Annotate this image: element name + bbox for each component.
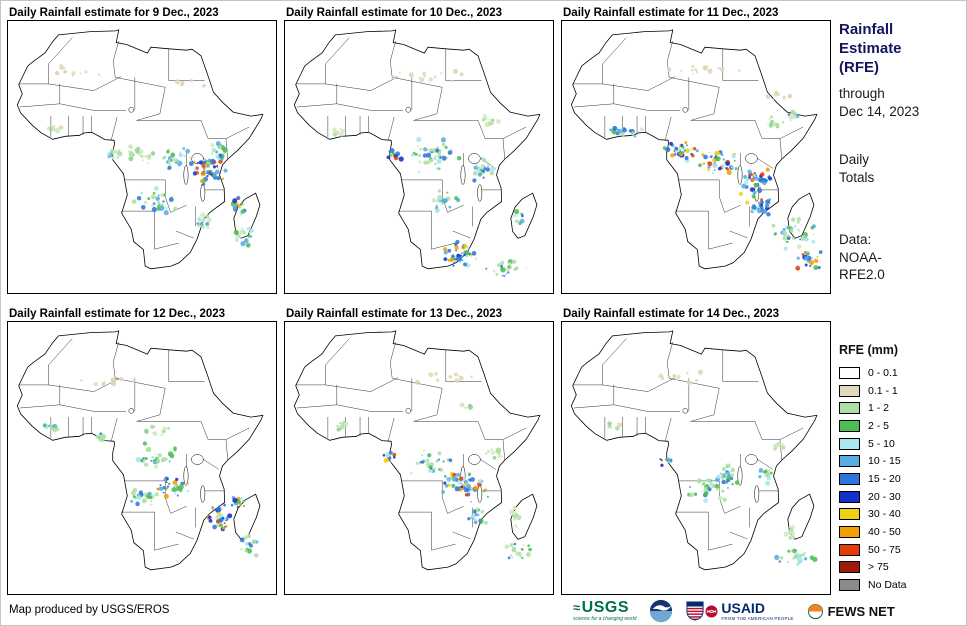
rain-layer bbox=[42, 376, 259, 558]
legend-label: 30 - 40 bbox=[868, 508, 901, 521]
fewsnet-wordmark: FEWS NET bbox=[827, 603, 895, 619]
legend-label: 0.1 - 1 bbox=[868, 384, 898, 397]
panel-title: Daily Rainfall estimate for 13 Dec., 202… bbox=[286, 308, 503, 320]
legend-swatch bbox=[839, 366, 860, 379]
legend-swatch bbox=[839, 508, 860, 521]
rain-layer bbox=[332, 68, 528, 278]
legend-swatch bbox=[839, 384, 860, 397]
legend-label: No Data bbox=[868, 579, 907, 592]
rain-layer bbox=[609, 65, 823, 271]
legend-item: 10 - 15 bbox=[839, 452, 907, 470]
sidebar-title: Rainfall Estimate (RFE) bbox=[839, 21, 902, 76]
legend-swatch bbox=[839, 526, 860, 539]
map-frame bbox=[284, 321, 554, 595]
africa-rainfall-map bbox=[570, 330, 818, 571]
legend-swatch bbox=[839, 437, 860, 450]
noaa-logo bbox=[650, 599, 673, 623]
usgs-logo: ≈USGS science for a changing world bbox=[573, 599, 637, 623]
map-frame bbox=[7, 20, 277, 294]
legend-label: 5 - 10 bbox=[868, 437, 895, 450]
map-panel: Daily Rainfall estimate for 14 Dec., 202… bbox=[561, 304, 838, 605]
legend-swatch bbox=[839, 419, 860, 432]
usgs-wordmark: USGS bbox=[581, 599, 629, 616]
africa-rainfall-map bbox=[16, 29, 264, 270]
rain-layer bbox=[336, 372, 532, 560]
usaid-tagline: FROM THE AMERICAN PEOPLE bbox=[721, 615, 794, 621]
legend-swatch bbox=[839, 490, 860, 503]
legend-label: 10 - 15 bbox=[868, 455, 901, 468]
sidebar-through-date: through Dec 14, 2023 bbox=[839, 86, 920, 119]
legend-label: 40 - 50 bbox=[868, 526, 901, 539]
fewsnet-logo: FEWS NET bbox=[807, 603, 895, 620]
map-panel: Daily Rainfall estimate for 13 Dec., 202… bbox=[284, 304, 561, 605]
legend-label: 2 - 5 bbox=[868, 419, 890, 432]
usaid-wordmark: USAID bbox=[721, 600, 765, 617]
panel-title: Daily Rainfall estimate for 9 Dec., 2023 bbox=[9, 7, 219, 19]
rain-layer bbox=[607, 369, 818, 566]
map-panel: Daily Rainfall estimate for 9 Dec., 2023 bbox=[7, 3, 284, 304]
panel-title: Daily Rainfall estimate for 10 Dec., 202… bbox=[286, 7, 503, 19]
panel-title: Daily Rainfall estimate for 14 Dec., 202… bbox=[563, 308, 780, 320]
map-panel: Daily Rainfall estimate for 10 Dec., 202… bbox=[284, 3, 561, 304]
panel-title: Daily Rainfall estimate for 12 Dec., 202… bbox=[9, 308, 226, 320]
legend-item: > 75 bbox=[839, 559, 907, 577]
map-frame bbox=[561, 321, 831, 595]
panel-title: Daily Rainfall estimate for 11 Dec., 202… bbox=[563, 7, 779, 19]
legend-item: 50 - 75 bbox=[839, 541, 907, 559]
legend-label: 1 - 2 bbox=[868, 402, 890, 415]
usaid-shield-icon bbox=[686, 601, 704, 621]
legend-title: RFE (mm) bbox=[839, 343, 899, 357]
footer-credit: Map produced by USGS/EROS bbox=[9, 604, 170, 616]
usaid-emblem-icon bbox=[705, 604, 718, 618]
africa-rainfall-map bbox=[293, 29, 541, 278]
sidebar-daily-totals: Daily Totals bbox=[839, 152, 875, 185]
rain-layer bbox=[46, 64, 255, 248]
map-panel: Daily Rainfall estimate for 11 Dec., 202… bbox=[561, 3, 838, 304]
maps-grid: Daily Rainfall estimate for 9 Dec., 2023… bbox=[7, 3, 838, 605]
legend-item: 15 - 20 bbox=[839, 470, 907, 488]
legend-swatch bbox=[839, 472, 860, 485]
legend-swatch bbox=[839, 579, 860, 592]
usaid-logo: USAID FROM THE AMERICAN PEOPLE bbox=[686, 601, 793, 621]
legend-label: 15 - 20 bbox=[868, 472, 901, 485]
legend: RFE (mm) 0 - 0.1 0.1 - 1 1 - 2 2 - 5 5 - 10 1… bbox=[839, 343, 907, 594]
legend-swatch bbox=[839, 402, 860, 415]
legend-item: 2 - 5 bbox=[839, 417, 907, 435]
legend-label: 20 - 30 bbox=[868, 490, 901, 503]
map-frame bbox=[561, 20, 831, 294]
legend-swatch bbox=[839, 561, 860, 574]
legend-item: 1 - 2 bbox=[839, 399, 907, 417]
legend-item: 0 - 0.1 bbox=[839, 364, 907, 382]
usgs-wave-icon: ≈ bbox=[573, 600, 581, 615]
legend-item: 0.1 - 1 bbox=[839, 382, 907, 400]
legend-label: 0 - 0.1 bbox=[868, 366, 898, 379]
legend-item: 20 - 30 bbox=[839, 488, 907, 506]
africa-rainfall-map bbox=[16, 330, 264, 571]
map-panel: Daily Rainfall estimate for 12 Dec., 202… bbox=[7, 304, 284, 605]
usgs-tagline: science for a changing world bbox=[573, 616, 637, 622]
fews-globe-icon bbox=[807, 603, 823, 619]
africa-rainfall-map bbox=[570, 29, 823, 271]
legend-item: 30 - 40 bbox=[839, 506, 907, 524]
legend-item: No Data bbox=[839, 576, 907, 594]
map-frame bbox=[7, 321, 277, 595]
legend-swatch bbox=[839, 455, 860, 468]
legend-items: 0 - 0.1 0.1 - 1 1 - 2 2 - 5 5 - 10 10 - 15 15 … bbox=[839, 364, 907, 594]
africa-rainfall-map bbox=[293, 330, 541, 571]
legend-label: 50 - 75 bbox=[868, 543, 901, 556]
legend-label: > 75 bbox=[868, 561, 889, 574]
legend-swatch bbox=[839, 543, 860, 556]
sidebar-data-source: Data: NOAA- RFE2.0 bbox=[839, 232, 885, 283]
map-frame bbox=[284, 20, 554, 294]
legend-item: 5 - 10 bbox=[839, 435, 907, 453]
legend-item: 40 - 50 bbox=[839, 523, 907, 541]
footer-logos: ≈USGS science for a changing world bbox=[573, 597, 895, 625]
